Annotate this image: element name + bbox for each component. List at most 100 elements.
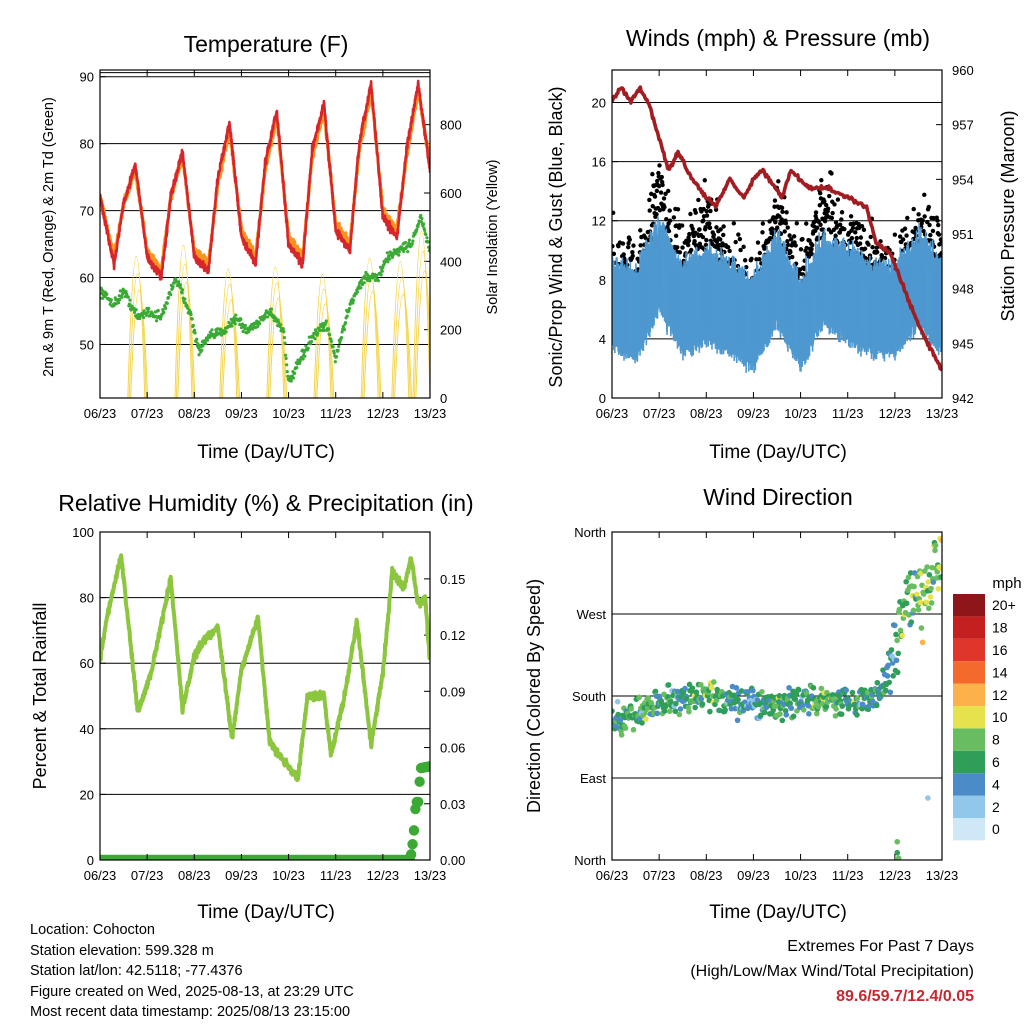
y-tick-label: 4 (599, 332, 606, 347)
gust-point (647, 197, 652, 203)
direction-point (914, 591, 920, 598)
gust-point (658, 190, 664, 195)
gust-point (790, 254, 795, 260)
colorbar-label: 20+ (992, 597, 1016, 613)
gust-point (810, 243, 815, 248)
gust-point (738, 247, 743, 253)
dewpoint-point (306, 346, 310, 350)
colorbar-swatch (953, 683, 985, 706)
y-tick-label: 0 (87, 853, 94, 868)
plot-frame (611, 69, 943, 399)
direction-point (783, 711, 790, 718)
gust-point (707, 225, 713, 230)
direction-point (689, 685, 696, 691)
gust-point (656, 183, 662, 189)
gust-point (922, 214, 927, 219)
gust-point (707, 221, 712, 226)
gust-point (737, 236, 743, 242)
dewpoint-point (376, 279, 380, 283)
dewpoint-point (278, 323, 283, 327)
direction-point (788, 705, 795, 712)
direction-point (761, 709, 768, 716)
direction-point (682, 685, 688, 692)
gust-point (741, 244, 746, 249)
colorbar-swatch (953, 638, 985, 662)
gust-point (652, 194, 658, 199)
gust-point (685, 242, 691, 248)
direction-point (905, 574, 912, 581)
x-tick-label: 06/23 (596, 406, 629, 421)
solar-insolation-spike (415, 271, 430, 398)
dewpoint-point (426, 240, 430, 244)
direction-point (666, 708, 673, 715)
solar-insolation-spike (394, 294, 413, 398)
gust-point (818, 222, 823, 227)
direction-point (698, 695, 705, 702)
dewpoint-point (359, 278, 363, 283)
gust-point (626, 240, 631, 246)
gust-point (788, 237, 794, 242)
precip-point (413, 796, 424, 808)
gust-point (704, 213, 710, 218)
colorbar-swatch (953, 750, 985, 774)
gust-point (749, 256, 754, 262)
gust-point (913, 225, 918, 231)
y-tick-label: 20 (80, 787, 94, 802)
direction-point (699, 701, 706, 707)
gust-point (866, 242, 871, 247)
dewpoint-point (233, 322, 237, 326)
direction-series (612, 535, 942, 860)
y-tick-label: 40 (80, 722, 94, 737)
dewpoint-point (154, 319, 159, 323)
extremes-values: 89.6/59.7/12.4/0.05 (836, 988, 974, 1005)
dewpoint-point (379, 273, 383, 277)
dewpoint-point (375, 273, 379, 278)
gust-point (620, 241, 626, 246)
solar-insolation-spike (360, 257, 379, 398)
gust-point (686, 238, 692, 243)
direction-point (926, 572, 933, 578)
gust-point (721, 224, 726, 229)
y-tick-label: 20 (592, 96, 606, 111)
gust-point (904, 233, 909, 238)
gust-point (701, 218, 706, 223)
gust-point (711, 232, 717, 237)
gust-point (813, 210, 819, 215)
direction-point (939, 537, 942, 544)
gust-point (853, 230, 858, 235)
gust-point (785, 225, 790, 230)
dewpoint-point (230, 324, 234, 328)
solar-insolation-spike (363, 291, 382, 398)
dewpoint-point (397, 250, 401, 254)
solar-insolation-spike (174, 245, 193, 398)
direction-point (915, 607, 922, 613)
gust-point (657, 208, 663, 213)
dewpoint-point (362, 281, 366, 285)
gust-point (939, 250, 942, 256)
colorbar-label: 4 (992, 776, 1000, 792)
direction-point (926, 605, 932, 612)
direction-point (711, 679, 717, 685)
direction-point (880, 667, 886, 673)
dewpoint-point (283, 353, 288, 357)
gust-point (654, 188, 660, 194)
y-tick-label-right: 0.12 (440, 628, 465, 643)
dewpoint-point (324, 319, 328, 323)
direction-point (766, 697, 773, 704)
gust-point (858, 235, 864, 240)
direction-point (903, 600, 910, 607)
precip-point (424, 761, 430, 772)
y-tick-label-right: 0.03 (440, 797, 465, 812)
gust-point (791, 234, 797, 239)
dewpoint-point (183, 297, 187, 301)
temp-2m-line (100, 79, 430, 281)
dewpoint-point (162, 311, 166, 315)
rh-line (100, 553, 430, 783)
direction-point (683, 695, 690, 702)
colorbar-label: 0 (992, 821, 1000, 837)
gust-point (718, 227, 723, 232)
dewpoint-point (309, 339, 314, 344)
gust-point (744, 265, 749, 270)
direction-point (892, 622, 898, 629)
gust-point (936, 222, 941, 228)
